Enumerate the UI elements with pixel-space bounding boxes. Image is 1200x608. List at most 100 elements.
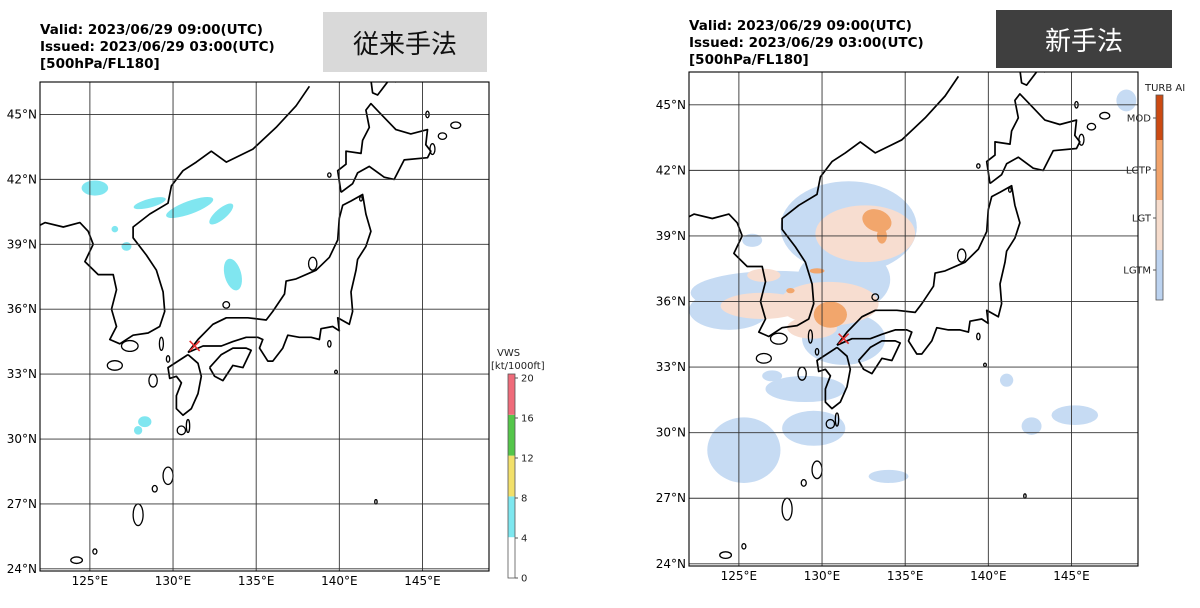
colorbar-segment: [508, 496, 515, 538]
lat-tick-label: 39°N: [7, 237, 37, 251]
lat-tick-label: 45°N: [7, 107, 37, 121]
colorbar-tick-label: 16: [521, 414, 534, 425]
colorbar-tick-label: LGT: [1132, 214, 1152, 225]
lat-tick-label: 24°N: [7, 562, 37, 576]
level-label: [500hPa/FL180]: [40, 56, 160, 72]
turbulence-area: [809, 268, 825, 274]
island: [1023, 493, 1027, 499]
island: [374, 498, 378, 505]
island: [983, 362, 987, 368]
island: [327, 172, 332, 178]
turbulence-area: [111, 225, 119, 233]
colorbar-tick-label: 0: [521, 574, 527, 585]
island: [358, 196, 363, 202]
island: [769, 332, 788, 345]
island: [334, 369, 338, 375]
colorbar-segment: [1156, 200, 1163, 250]
island: [165, 355, 171, 363]
map-right-marker: [838, 333, 850, 345]
coastline: [370, 82, 396, 96]
colorbar-segment: [508, 455, 515, 497]
colorbar-segment: [1156, 140, 1163, 200]
island: [222, 300, 231, 309]
issued-time-label: Issued: 2023/06/29 03:00(UTC): [40, 39, 275, 55]
island: [807, 329, 814, 344]
colorbar-segment: [1156, 95, 1163, 140]
colorbar-tick-label: MOD: [1127, 114, 1151, 125]
coastline: [187, 193, 372, 362]
island: [132, 503, 144, 527]
lon-tick-label: 135°E: [887, 569, 924, 583]
lat-tick-label: 42°N: [656, 163, 686, 177]
island: [307, 256, 318, 271]
map-left-fill: [81, 180, 242, 435]
colorbar-tick-label: LGTM: [1123, 266, 1151, 277]
colorbar-frame: [1155, 94, 1164, 301]
issued-time-label: Issued: 2023/06/29 03:00(UTC): [689, 35, 924, 51]
lon-tick-label: 125°E: [721, 569, 758, 583]
island: [158, 336, 165, 351]
island: [176, 425, 187, 436]
turbulence-area: [121, 242, 132, 251]
island: [719, 551, 733, 559]
turbulence-area: [862, 209, 892, 233]
lon-tick-label: 125°E: [72, 574, 109, 588]
map-right-coast: [689, 72, 1111, 559]
turbulence-area: [868, 469, 909, 483]
coastline: [857, 340, 902, 375]
map-right-fill: [689, 89, 1137, 483]
right-panel: Valid: 2023/06/29 09:00(UTC) Issued: 202…: [600, 0, 1200, 608]
island: [92, 548, 98, 555]
island: [185, 418, 191, 434]
lat-tick-label: 33°N: [7, 367, 37, 381]
lat-tick-label: 39°N: [656, 229, 686, 243]
map-left: 125°E 130°E 135°E 140°E 145°E 45°N 42°N 39°N 36°…: [7, 81, 545, 588]
lon-tick-label: 145°E: [1053, 569, 1090, 583]
island: [781, 497, 793, 521]
map-frame: [688, 71, 1139, 567]
island: [429, 143, 436, 156]
island: [162, 466, 174, 486]
colorbar-tick-label: LGTP: [1126, 166, 1151, 177]
island: [450, 121, 462, 130]
island: [1099, 111, 1111, 120]
colorbar-title: VWS: [497, 348, 520, 359]
coastline: [40, 85, 311, 345]
turbulence-area: [209, 203, 234, 225]
island: [1078, 133, 1085, 146]
coastline: [167, 353, 203, 417]
turbulence-area: [1021, 417, 1042, 435]
colorbar-segment: [508, 414, 515, 456]
coastline: [816, 346, 852, 410]
method-label: 従来手法: [323, 12, 487, 72]
map-left-grid: [39, 81, 490, 572]
coastline: [985, 93, 1081, 185]
map-right-grid: [688, 71, 1139, 567]
island: [1007, 187, 1012, 193]
turbulence-area: [742, 233, 763, 247]
colorbar-segment: [508, 537, 515, 578]
island: [70, 556, 84, 565]
level-label: [500hPa/FL180]: [689, 52, 809, 68]
island: [956, 248, 967, 263]
island: [120, 339, 139, 353]
colorbar-frame: [507, 373, 516, 579]
coastline: [689, 75, 960, 338]
turbulence-area: [81, 180, 109, 196]
lat-tick-label: 33°N: [656, 360, 686, 374]
island: [871, 293, 880, 302]
colorbar-unit: [kt/1000ft]: [491, 361, 545, 372]
turbulence-area: [223, 258, 242, 291]
lat-tick-label: 36°N: [7, 302, 37, 316]
map-left-marker: [189, 340, 201, 352]
turbulence-area: [999, 373, 1014, 387]
location-marker-line: [189, 340, 201, 352]
colorbar-segment: [508, 374, 515, 415]
map-frame: [39, 81, 490, 572]
lon-tick-label: 130°E: [155, 574, 192, 588]
turbulence-area: [786, 287, 795, 294]
valid-time-label: Valid: 2023/06/29 09:00(UTC): [689, 18, 912, 34]
left-panel: Valid: 2023/06/29 09:00(UTC) Issued: 202…: [7, 12, 545, 588]
lat-tick-label: 27°N: [656, 491, 686, 505]
island: [106, 360, 123, 371]
